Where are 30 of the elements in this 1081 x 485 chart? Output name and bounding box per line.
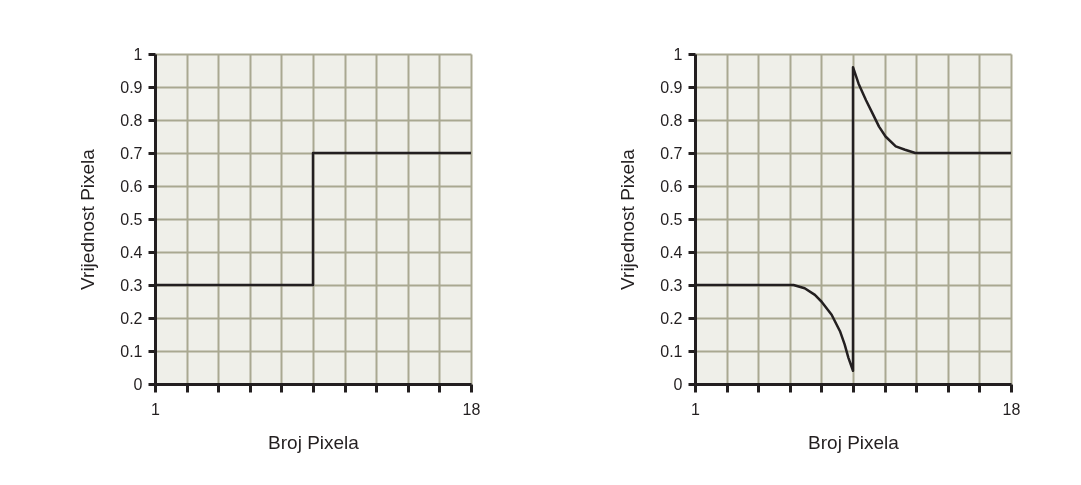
- y-tick-label: 0.2: [120, 309, 143, 327]
- y-tick-label: 0.8: [120, 111, 143, 129]
- y-tick-label: 0.9: [660, 78, 683, 96]
- x-axis-title: Broj Pixela: [268, 431, 360, 453]
- y-tick-label: 0.2: [660, 309, 683, 327]
- y-tick-label: 0.3: [120, 276, 143, 294]
- y-tick-label: 0.6: [660, 177, 683, 195]
- y-tick-label: 0.8: [660, 111, 683, 129]
- y-tick-label: 1: [673, 45, 683, 63]
- x-tick-label: 18: [462, 400, 481, 418]
- y-tick-label: 0.1: [660, 342, 683, 360]
- y-tick-label: 0.5: [120, 210, 143, 228]
- y-tick-label: 0.4: [120, 243, 143, 261]
- y-axis-title: Vrijednost Pixela: [616, 148, 638, 290]
- x-axis-title: Broj Pixela: [808, 431, 900, 453]
- x-tick-label: 1: [151, 400, 161, 418]
- y-tick-label: 0.4: [660, 243, 683, 261]
- y-tick-label: 1: [133, 45, 143, 63]
- y-tick-label: 0.9: [120, 78, 143, 96]
- y-tick-label: 0.7: [660, 144, 683, 162]
- y-tick-label: 0: [673, 375, 683, 393]
- y-tick-label: 0.6: [120, 177, 143, 195]
- y-tick-label: 0.5: [660, 210, 683, 228]
- y-tick-label: 0.3: [660, 276, 683, 294]
- x-tick-label: 18: [1002, 400, 1021, 418]
- y-tick-label: 0.7: [120, 144, 143, 162]
- y-tick-label: 0: [133, 375, 143, 393]
- y-axis-title: Vrijednost Pixela: [76, 148, 98, 290]
- y-tick-label: 0.1: [120, 342, 143, 360]
- x-tick-label: 1: [691, 400, 701, 418]
